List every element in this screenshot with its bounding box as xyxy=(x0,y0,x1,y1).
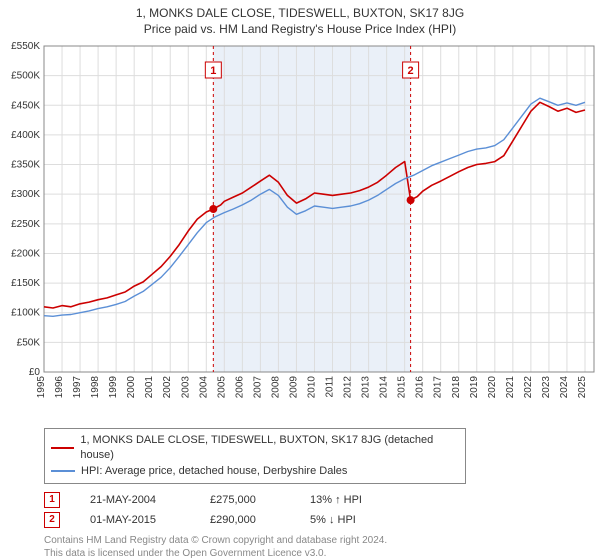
event-marker-icon: 2 xyxy=(44,512,60,528)
svg-text:2016: 2016 xyxy=(415,376,426,399)
svg-text:1998: 1998 xyxy=(90,376,101,399)
svg-text:2011: 2011 xyxy=(325,376,336,398)
svg-text:£250K: £250K xyxy=(11,219,40,230)
svg-text:2019: 2019 xyxy=(469,376,480,399)
svg-text:1996: 1996 xyxy=(54,376,65,399)
svg-text:2003: 2003 xyxy=(180,376,191,399)
svg-text:2008: 2008 xyxy=(270,376,281,399)
legend-label: HPI: Average price, detached house, Derb… xyxy=(81,464,347,479)
svg-text:2013: 2013 xyxy=(361,376,372,399)
event-date: 21-MAY-2004 xyxy=(90,494,180,506)
svg-text:£450K: £450K xyxy=(11,100,40,111)
attribution-line: This data is licensed under the Open Gov… xyxy=(44,547,600,560)
event-row: 2 01-MAY-2015 £290,000 5% ↓ HPI xyxy=(44,512,600,528)
svg-text:2022: 2022 xyxy=(523,376,534,399)
svg-text:2015: 2015 xyxy=(397,376,408,399)
legend-swatch xyxy=(51,447,74,449)
svg-text:£300K: £300K xyxy=(11,189,40,200)
svg-text:£350K: £350K xyxy=(11,160,40,171)
event-price: £290,000 xyxy=(210,514,280,526)
svg-text:2007: 2007 xyxy=(252,376,263,399)
chart-svg: £0£50K£100K£150K£200K£250K£300K£350K£400… xyxy=(0,40,600,420)
legend-swatch xyxy=(51,470,75,472)
svg-text:2020: 2020 xyxy=(487,376,498,399)
event-delta: 5% ↓ HPI xyxy=(310,514,400,526)
svg-text:2024: 2024 xyxy=(559,376,570,399)
svg-text:2021: 2021 xyxy=(505,376,516,399)
svg-text:2001: 2001 xyxy=(144,376,155,399)
svg-text:2006: 2006 xyxy=(234,376,245,399)
event-price: £275,000 xyxy=(210,494,280,506)
svg-text:2018: 2018 xyxy=(451,376,462,399)
svg-text:2012: 2012 xyxy=(343,376,354,399)
legend-item: 1, MONKS DALE CLOSE, TIDESWELL, BUXTON, … xyxy=(51,433,459,464)
attribution-line: Contains HM Land Registry data © Crown c… xyxy=(44,534,600,547)
chart-container: 1, MONKS DALE CLOSE, TIDESWELL, BUXTON, … xyxy=(0,0,600,560)
svg-text:2002: 2002 xyxy=(162,376,173,399)
svg-text:2004: 2004 xyxy=(198,376,209,399)
event-marker-icon: 1 xyxy=(44,492,60,508)
legend: 1, MONKS DALE CLOSE, TIDESWELL, BUXTON, … xyxy=(44,428,466,484)
svg-text:2005: 2005 xyxy=(216,376,227,399)
svg-text:1995: 1995 xyxy=(36,376,47,399)
svg-text:1: 1 xyxy=(210,65,216,77)
chart-subtitle: Price paid vs. HM Land Registry's House … xyxy=(0,20,600,40)
svg-text:1997: 1997 xyxy=(72,376,83,399)
chart-title: 1, MONKS DALE CLOSE, TIDESWELL, BUXTON, … xyxy=(0,0,600,20)
svg-text:2025: 2025 xyxy=(577,376,588,399)
chart-plot-area: £0£50K£100K£150K£200K£250K£300K£350K£400… xyxy=(0,40,600,420)
svg-text:2023: 2023 xyxy=(541,376,552,399)
svg-text:£200K: £200K xyxy=(11,248,40,259)
svg-text:1999: 1999 xyxy=(108,376,119,399)
svg-text:2010: 2010 xyxy=(306,376,317,399)
svg-text:£500K: £500K xyxy=(11,71,40,82)
svg-text:2009: 2009 xyxy=(288,376,299,399)
svg-text:£550K: £550K xyxy=(11,41,40,52)
svg-text:£50K: £50K xyxy=(17,337,41,348)
svg-text:£400K: £400K xyxy=(11,130,40,141)
event-date: 01-MAY-2015 xyxy=(90,514,180,526)
svg-text:2: 2 xyxy=(408,65,414,77)
attribution: Contains HM Land Registry data © Crown c… xyxy=(44,534,600,560)
event-delta: 13% ↑ HPI xyxy=(310,494,400,506)
svg-text:£150K: £150K xyxy=(11,278,40,289)
svg-text:2000: 2000 xyxy=(126,376,137,399)
legend-item: HPI: Average price, detached house, Derb… xyxy=(51,464,459,479)
svg-text:£100K: £100K xyxy=(11,308,40,319)
svg-text:2014: 2014 xyxy=(379,376,390,399)
svg-text:2017: 2017 xyxy=(433,376,444,399)
event-list: 1 21-MAY-2004 £275,000 13% ↑ HPI 2 01-MA… xyxy=(44,492,600,528)
legend-label: 1, MONKS DALE CLOSE, TIDESWELL, BUXTON, … xyxy=(80,433,459,464)
event-row: 1 21-MAY-2004 £275,000 13% ↑ HPI xyxy=(44,492,600,508)
